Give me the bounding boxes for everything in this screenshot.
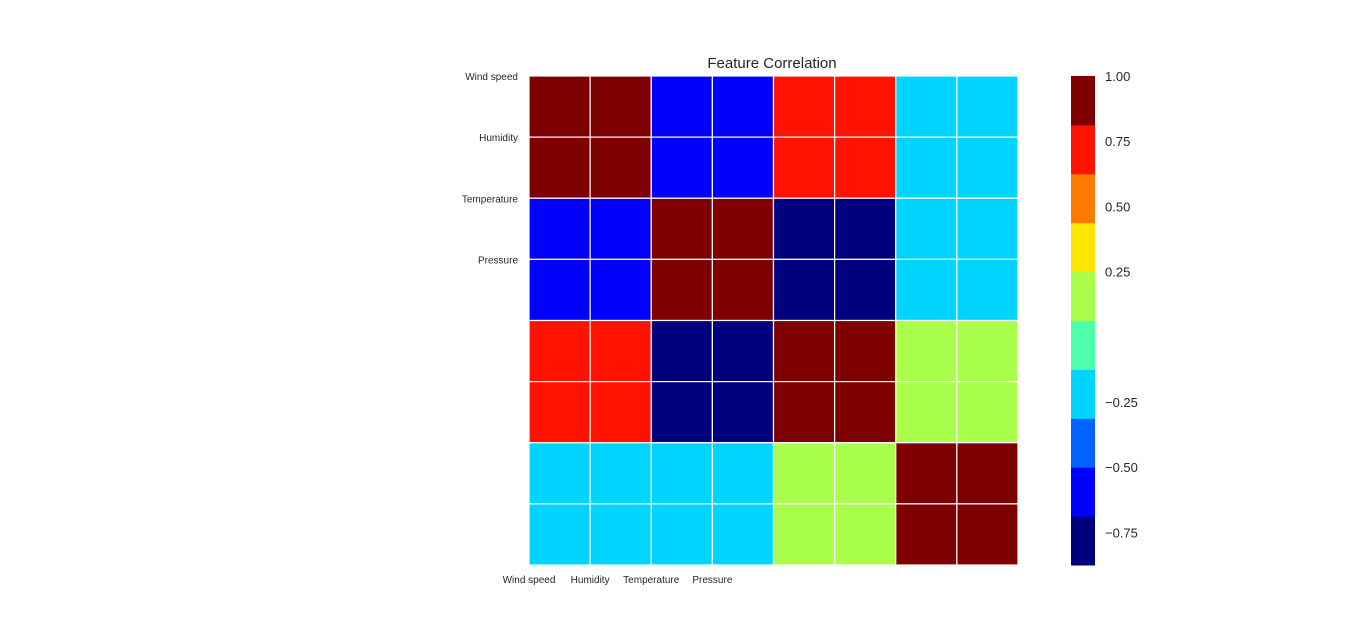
heatmap-cell bbox=[895, 319, 958, 383]
colorbar-tick-label: 1.00 bbox=[1105, 69, 1130, 84]
heatmap-cell bbox=[772, 75, 836, 138]
heatmap-cell bbox=[528, 136, 591, 199]
heatmap-cell bbox=[895, 503, 958, 566]
heatmap-cell bbox=[772, 258, 836, 322]
colorbar-segment bbox=[1071, 467, 1095, 517]
colorbar-segment bbox=[1071, 369, 1095, 419]
heatmap-cell bbox=[711, 381, 775, 444]
heatmap-cell bbox=[834, 319, 897, 383]
heatmap-cell bbox=[528, 75, 591, 138]
colorbar-tick-label: 0.50 bbox=[1105, 199, 1130, 214]
heatmap-cell bbox=[956, 197, 1019, 260]
row-labels: Wind speed Humidity Temperature Pressure bbox=[462, 72, 519, 266]
heatmap-cell bbox=[528, 503, 591, 566]
heatmap-cell bbox=[528, 319, 591, 383]
heatmap-cell bbox=[528, 442, 591, 505]
heatmap-cell bbox=[589, 75, 652, 138]
heatmap-cell bbox=[589, 136, 652, 199]
heatmap-cell bbox=[772, 136, 836, 199]
colorbar-segment bbox=[1071, 173, 1095, 224]
colorbar-segment bbox=[1071, 222, 1095, 273]
heatmap-cell bbox=[711, 319, 775, 383]
column-labels: Wind speed Humidity Temperature Pressure bbox=[503, 575, 733, 586]
colorbar-tick-label: −0.75 bbox=[1105, 525, 1138, 540]
colorbar bbox=[1071, 76, 1095, 566]
colorbar-segment bbox=[1071, 418, 1095, 468]
heatmap-cell bbox=[650, 319, 713, 383]
heatmap-cell bbox=[895, 197, 958, 260]
colorbar-segment bbox=[1071, 124, 1095, 175]
row-tick-label: Humidity bbox=[479, 133, 518, 144]
heatmap-cell bbox=[528, 197, 591, 260]
heatmap-cell bbox=[956, 75, 1019, 138]
heatmap-cell bbox=[895, 258, 958, 322]
heatmap-cell bbox=[834, 503, 897, 566]
row-tick-label: Pressure bbox=[478, 255, 518, 266]
column-tick-label: Humidity bbox=[571, 575, 610, 586]
heatmap-cell bbox=[528, 258, 591, 322]
heatmap-cell bbox=[834, 75, 897, 138]
heatmap-cell bbox=[589, 381, 652, 444]
heatmap-cell bbox=[711, 136, 775, 199]
column-tick-label: Wind speed bbox=[503, 575, 556, 586]
heatmap-cell bbox=[834, 136, 897, 199]
heatmap-cells bbox=[528, 75, 1019, 566]
heatmap-cell bbox=[711, 75, 775, 138]
row-tick-label: Wind speed bbox=[465, 72, 518, 83]
heatmap-cell bbox=[772, 319, 836, 383]
heatmap-cell bbox=[956, 442, 1019, 505]
chart-title: Feature Correlation bbox=[707, 55, 836, 72]
colorbar-segment bbox=[1071, 320, 1095, 370]
colorbar-segment bbox=[1071, 76, 1095, 126]
column-tick-label: Pressure bbox=[692, 575, 732, 586]
heatmap-cell bbox=[956, 503, 1019, 566]
heatmap-cell bbox=[650, 503, 713, 566]
heatmap-cell bbox=[956, 381, 1019, 444]
heatmap-cell bbox=[834, 197, 897, 260]
heatmap-cell bbox=[772, 503, 836, 566]
heatmap-cell bbox=[650, 381, 713, 444]
heatmap-cell bbox=[772, 442, 836, 505]
colorbar-tick-label: −0.25 bbox=[1105, 395, 1138, 410]
heatmap-cell bbox=[895, 136, 958, 199]
heatmap-cell bbox=[650, 136, 713, 199]
heatmap-cell bbox=[834, 442, 897, 505]
heatmap-cell bbox=[956, 319, 1019, 383]
heatmap-cell bbox=[711, 503, 775, 566]
heatmap-cell bbox=[956, 136, 1019, 199]
colorbar-tick-label: −0.50 bbox=[1105, 460, 1138, 475]
heatmap-cell bbox=[589, 442, 652, 505]
heatmap-cell bbox=[956, 258, 1019, 322]
heatmap-cell bbox=[834, 258, 897, 322]
colorbar-tick-labels: 1.00 0.75 0.50 0.25 −0.25 −0.50 −0.75 bbox=[1105, 69, 1138, 540]
heatmap-cell bbox=[711, 442, 775, 505]
heatmap-cell bbox=[589, 258, 652, 322]
heatmap-cell bbox=[772, 197, 836, 260]
heatmap-cell bbox=[650, 197, 713, 260]
heatmap-cell bbox=[589, 319, 652, 383]
colorbar-tick-label: 0.25 bbox=[1105, 265, 1130, 280]
colorbar-tick-label: 0.75 bbox=[1105, 134, 1130, 149]
column-tick-label: Temperature bbox=[623, 575, 680, 586]
heatmap-cell bbox=[895, 381, 958, 444]
heatmap-cell bbox=[650, 442, 713, 505]
heatmap-cell bbox=[895, 442, 958, 505]
row-tick-label: Temperature bbox=[462, 194, 519, 205]
colorbar-segment bbox=[1071, 271, 1095, 321]
heatmap-cell bbox=[834, 381, 897, 444]
heatmap-cell bbox=[528, 381, 591, 444]
heatmap-cell bbox=[711, 197, 775, 260]
heatmap-cell bbox=[589, 197, 652, 260]
colorbar-segment bbox=[1071, 516, 1095, 566]
heatmap-cell bbox=[650, 75, 713, 138]
heatmap-cell bbox=[772, 381, 836, 444]
heatmap-cell bbox=[589, 503, 652, 566]
heatmap-cell bbox=[711, 258, 775, 322]
heatmap-cell bbox=[650, 258, 713, 322]
heatmap-cell bbox=[895, 75, 958, 138]
